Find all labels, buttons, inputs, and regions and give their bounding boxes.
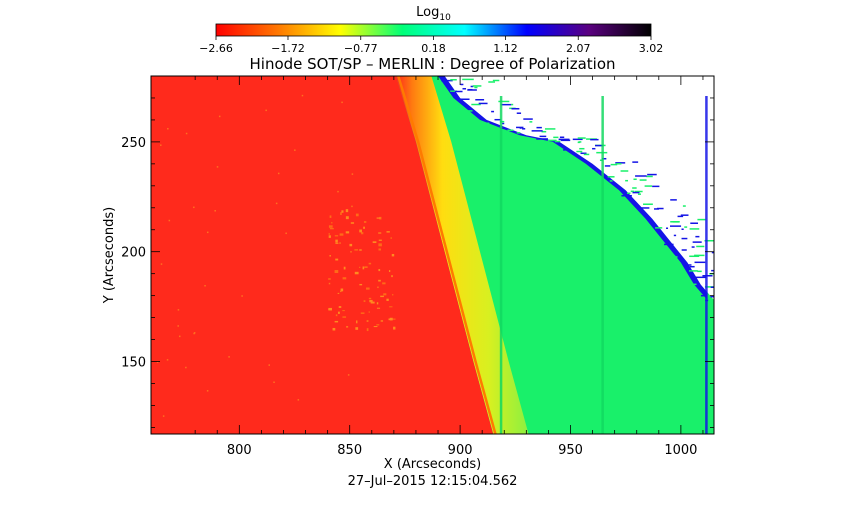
chart-title: Hinode SOT/SP – MERLIN : Degree of Polar… xyxy=(250,55,616,73)
colorbar: Log10 −2.66 −1.72 −0.77 0.18 1.12 2.07 3.02 xyxy=(199,5,663,55)
colorbar-tick-label: −0.77 xyxy=(344,42,378,55)
x-tick-label: 800 xyxy=(227,443,252,458)
x-tick-label: 850 xyxy=(337,443,362,458)
x-axis-label: X (Arcseconds) xyxy=(384,457,481,472)
colorbar-label: Log10 xyxy=(416,5,451,23)
edge-speckle xyxy=(441,78,714,302)
colorbar-tick-label: −1.72 xyxy=(271,42,305,55)
x-tick-label: 1000 xyxy=(664,443,697,458)
polarization-heatmap xyxy=(151,76,714,434)
y-tick-label: 150 xyxy=(121,356,146,371)
limb-transition xyxy=(396,76,529,434)
y-tick-label: 250 xyxy=(121,136,146,151)
y-axis-label: Y (Arcseconds) xyxy=(102,207,117,304)
colorbar-tick-label: −2.66 xyxy=(199,42,233,55)
colorbar-scale xyxy=(215,23,652,37)
slit-artifact xyxy=(499,96,503,434)
slit-artifact xyxy=(601,96,604,434)
x-tick-label: 900 xyxy=(448,443,473,458)
limb-edge xyxy=(397,76,497,434)
y-axis: 150 200 250 xyxy=(121,75,714,428)
plot-frame xyxy=(150,75,715,435)
colorbar-tick-label: 3.02 xyxy=(639,42,664,55)
plot-area: 800 850 900 950 1000 150 200 250 xyxy=(121,75,715,458)
y-tick-label: 200 xyxy=(121,246,146,261)
x-tick-label: 950 xyxy=(558,443,583,458)
no-data-region xyxy=(444,76,714,301)
colorbar-ticks: −2.66 −1.72 −0.77 0.18 1.12 2.07 3.02 xyxy=(199,36,663,55)
disk-speckle xyxy=(156,94,396,417)
colorbar-tick-label: 1.12 xyxy=(493,42,518,55)
slit-artifact xyxy=(705,96,708,434)
colorbar-tick-label: 2.07 xyxy=(566,42,591,55)
colorbar-tick-label: 0.18 xyxy=(421,42,446,55)
solar-disk-region xyxy=(151,76,494,434)
x-axis: 800 850 900 950 1000 xyxy=(194,76,704,458)
observation-timestamp: 27–Jul–2015 12:15:04.562 xyxy=(348,474,518,489)
